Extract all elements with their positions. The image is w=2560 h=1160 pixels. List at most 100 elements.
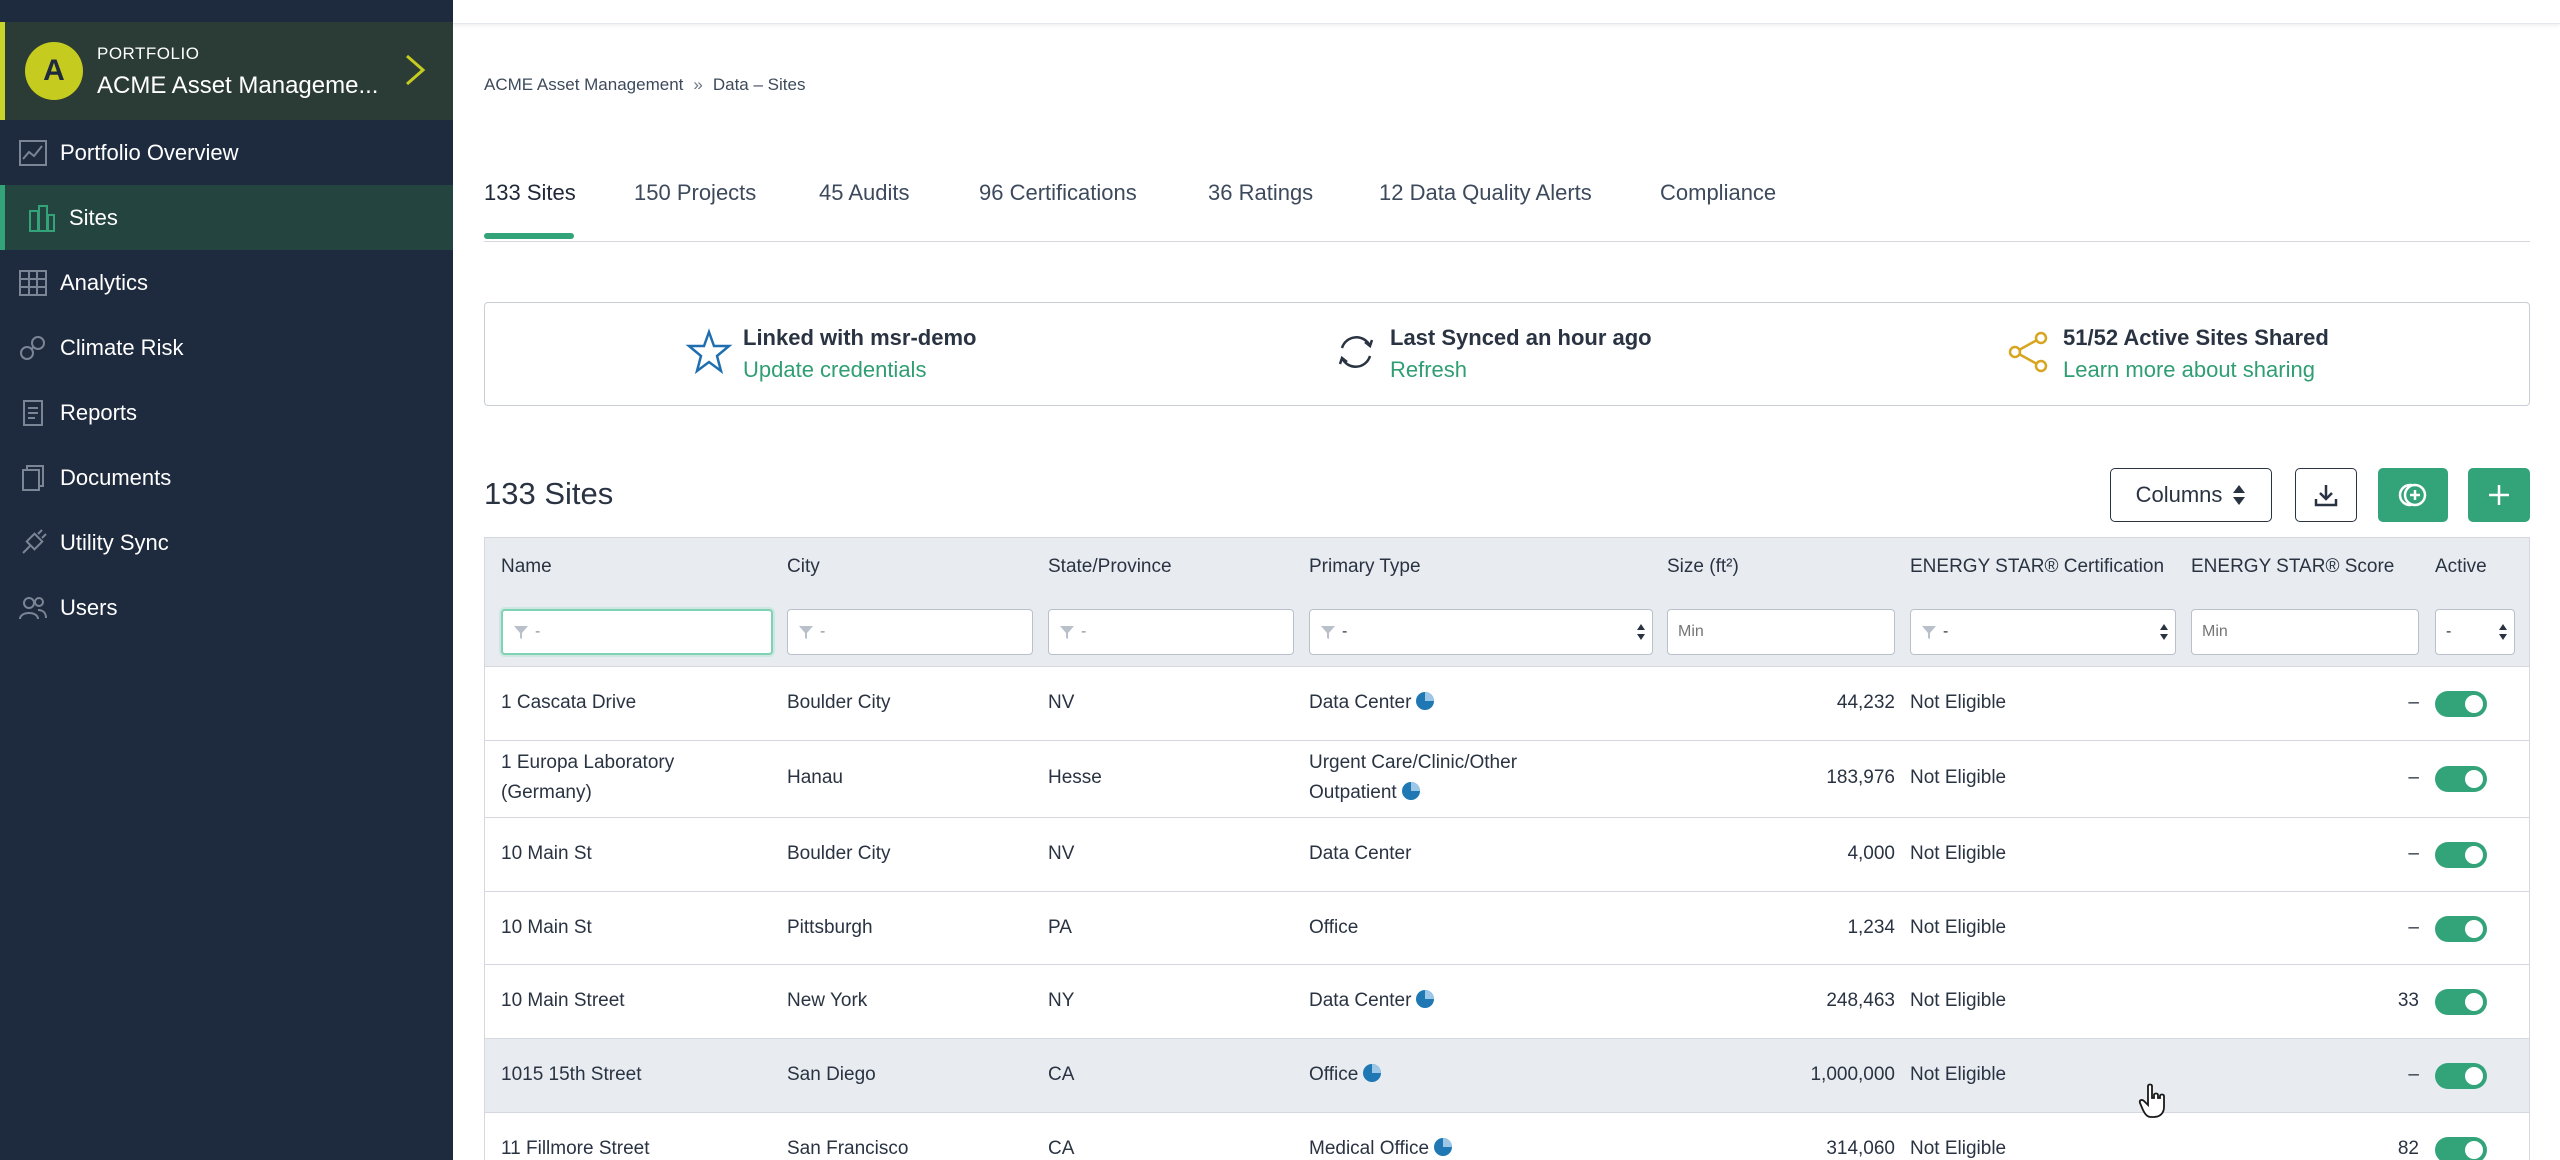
active-toggle[interactable] xyxy=(2435,989,2487,1015)
learn-more-sharing-link[interactable]: Learn more about sharing xyxy=(2063,357,2315,382)
tab-ratings[interactable]: 36 Ratings xyxy=(1208,180,1314,205)
refresh-link[interactable]: Refresh xyxy=(1390,357,1468,382)
active-toggle[interactable] xyxy=(2435,916,2487,942)
site-energy-star-score: 33 xyxy=(2397,990,2419,1011)
report-icon xyxy=(16,396,50,430)
sites-table: Name City State/Province Primary Type Si… xyxy=(484,537,2530,1160)
share-icon xyxy=(2008,331,2048,373)
columns-label: Columns xyxy=(2135,482,2223,507)
site-city: San Francisco xyxy=(787,1138,909,1159)
sidebar-item-label: Users xyxy=(60,594,118,620)
filter-icon xyxy=(1922,626,1936,639)
primary-type-label: Data Center xyxy=(1309,990,1412,1011)
state-filter-input[interactable]: - xyxy=(1048,609,1294,655)
active-toggle[interactable] xyxy=(2435,766,2487,792)
table-row[interactable]: 11 Fillmore Street San Francisco CA Medi… xyxy=(485,1113,2529,1160)
site-name[interactable]: 10 Main Street xyxy=(501,990,625,1011)
chevron-right-icon[interactable] xyxy=(397,50,433,90)
table-row[interactable]: 10 Main St Boulder City NV Data Center 4… xyxy=(485,818,2529,892)
column-header-active[interactable]: Active xyxy=(2435,556,2487,577)
size-min-input[interactable] xyxy=(1667,609,1895,655)
site-primary-type: Data Center xyxy=(1309,688,1435,718)
table-row[interactable]: 1015 15th Street San Diego CA Office 1,0… xyxy=(485,1039,2529,1113)
table-row[interactable]: 1 Europa Laboratory (Germany) Hanau Hess… xyxy=(485,741,2529,818)
plug-icon xyxy=(16,526,50,560)
table-row[interactable]: 10 Main Street New York NY Data Center 2… xyxy=(485,965,2529,1039)
tab-sites[interactable]: 133 Sites xyxy=(484,180,576,205)
plus-icon xyxy=(2489,485,2509,505)
site-name[interactable]: 1015 15th Street xyxy=(501,1064,642,1085)
sort-arrows-icon xyxy=(1637,624,1645,640)
sidebar-item-utility-sync[interactable]: Utility Sync xyxy=(0,510,453,575)
columns-button[interactable]: Columns xyxy=(2110,468,2272,522)
city-filter-value: - xyxy=(820,623,826,640)
active-filter-select[interactable]: - xyxy=(2435,609,2515,655)
add-site-group-button[interactable] xyxy=(2378,468,2448,522)
primary-type-label: Urgent Care/Clinic/Other Outpatient xyxy=(1309,752,1518,803)
site-energy-star-score: – xyxy=(2408,917,2419,938)
table-header: Name City State/Province Primary Type Si… xyxy=(485,537,2529,667)
column-header-primary-type[interactable]: Primary Type xyxy=(1309,556,1421,577)
active-toggle[interactable] xyxy=(2435,1063,2487,1089)
sidebar-item-sites[interactable]: Sites xyxy=(0,185,453,250)
site-size: 44,232 xyxy=(1836,692,1895,713)
add-site-button[interactable] xyxy=(2468,468,2530,522)
sync-icon xyxy=(1338,336,1374,368)
active-toggle[interactable] xyxy=(2435,842,2487,868)
site-energy-star-cert: Not Eligible xyxy=(1910,1138,2007,1159)
active-toggle[interactable] xyxy=(2435,1137,2487,1160)
site-name[interactable]: 10 Main St xyxy=(501,917,592,938)
portfolio-switcher[interactable]: A PORTFOLIO ACME Asset Manageme... xyxy=(0,22,453,120)
sidebar-item-users[interactable]: Users xyxy=(0,575,453,640)
column-header-size[interactable]: Size (ft²) xyxy=(1667,556,1739,577)
primary-type-filter-select[interactable]: - xyxy=(1309,609,1653,655)
pie-chart-icon xyxy=(1416,692,1435,710)
site-city: Boulder City xyxy=(787,692,891,713)
site-name[interactable]: 11 Fillmore Street xyxy=(501,1138,650,1159)
tab-data-quality-alerts[interactable]: 12 Data Quality Alerts xyxy=(1379,180,1592,205)
site-energy-star-cert: Not Eligible xyxy=(1910,990,2007,1011)
filter-icon xyxy=(514,626,528,639)
sidebar-item-label: Utility Sync xyxy=(60,529,169,555)
sidebar-item-portfolio-overview[interactable]: Portfolio Overview xyxy=(0,120,453,185)
city-filter-input[interactable]: - xyxy=(787,609,1033,655)
active-toggle[interactable] xyxy=(2435,691,2487,717)
site-state: NV xyxy=(1048,692,1075,713)
name-filter-input[interactable]: - xyxy=(501,609,773,655)
tab-compliance[interactable]: Compliance xyxy=(1660,180,1777,205)
site-name[interactable]: 10 Main St xyxy=(501,843,592,864)
column-header-state[interactable]: State/Province xyxy=(1048,556,1172,577)
site-size: 314,060 xyxy=(1826,1138,1895,1159)
site-city: San Diego xyxy=(787,1064,876,1085)
site-name[interactable]: 1 Cascata Drive xyxy=(501,692,637,713)
site-energy-star-cert: Not Eligible xyxy=(1910,843,2007,864)
sidebar-item-analytics[interactable]: Analytics xyxy=(0,250,453,315)
column-header-energy-star-cert[interactable]: ENERGY STAR® Certification xyxy=(1910,556,2165,577)
sidebar-item-documents[interactable]: Documents xyxy=(0,445,453,510)
site-size: 1,000,000 xyxy=(1810,1064,1895,1085)
sidebar-item-climate-risk[interactable]: Climate Risk xyxy=(0,315,453,380)
site-energy-star-cert: Not Eligible xyxy=(1910,917,2007,938)
update-credentials-link[interactable]: Update credentials xyxy=(743,357,927,382)
sidebar-item-reports[interactable]: Reports xyxy=(0,380,453,445)
top-header-bar xyxy=(453,0,2560,24)
column-header-city[interactable]: City xyxy=(787,556,820,577)
table-row[interactable]: 1 Cascata Drive Boulder City NV Data Cen… xyxy=(485,667,2529,741)
breadcrumb-current: Data – Sites xyxy=(712,75,806,94)
users-icon xyxy=(16,591,50,625)
site-city: Pittsburgh xyxy=(787,917,873,938)
download-button[interactable] xyxy=(2295,468,2357,522)
hand-cursor-icon xyxy=(2138,1083,2165,1118)
score-min-input[interactable] xyxy=(2191,609,2419,655)
column-header-energy-star-score[interactable]: ENERGY STAR® Score xyxy=(2191,556,2395,577)
tab-audits[interactable]: 45 Audits xyxy=(819,180,910,205)
primary-type-filter-value: - xyxy=(1342,623,1348,640)
site-state: NY xyxy=(1048,990,1075,1011)
table-row[interactable]: 10 Main St Pittsburgh PA Office 1,234 No… xyxy=(485,892,2529,965)
site-name[interactable]: 1 Europa Laboratory (Germany) xyxy=(501,752,675,803)
breadcrumb-root[interactable]: ACME Asset Management xyxy=(484,75,684,94)
tab-certifications[interactable]: 96 Certifications xyxy=(979,180,1137,205)
column-header-name[interactable]: Name xyxy=(501,556,552,577)
energy-star-cert-filter-select[interactable]: - xyxy=(1910,609,2176,655)
tab-projects[interactable]: 150 Projects xyxy=(634,180,757,205)
